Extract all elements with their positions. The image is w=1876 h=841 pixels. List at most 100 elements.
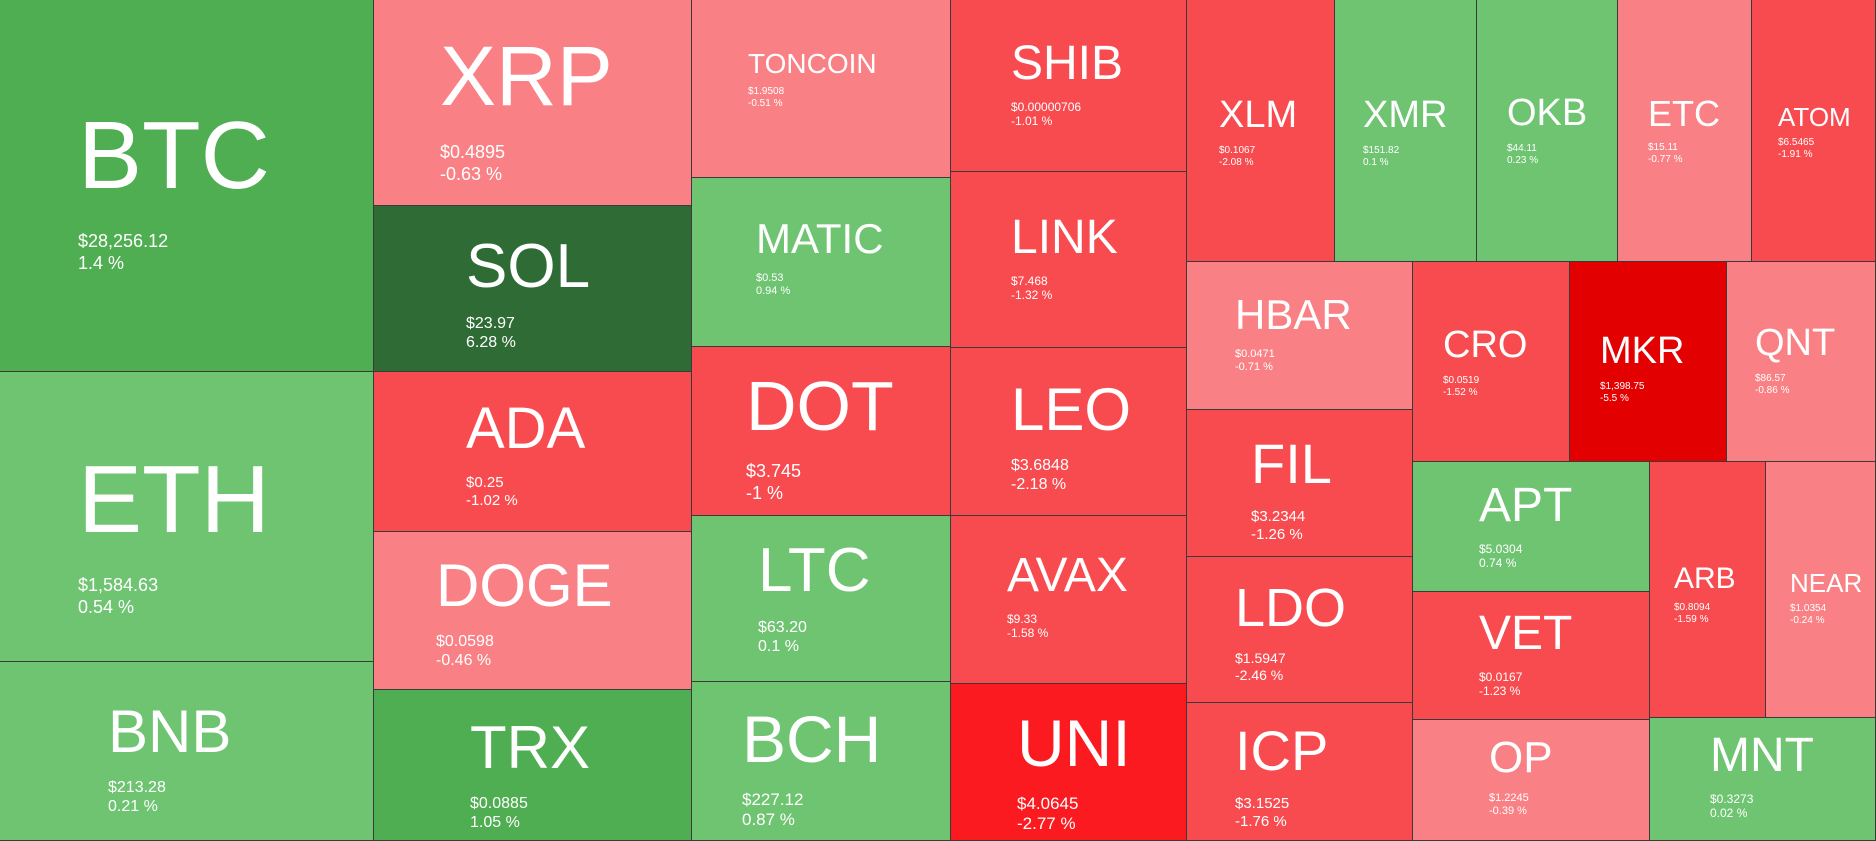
symbol-label-trx: TRX — [470, 714, 590, 781]
tile-link[interactable]: LINK $7.468 -1.32 % — [951, 172, 1187, 348]
tile-toncoin[interactable]: TONCOIN $1.9508 -0.51 % — [692, 0, 951, 178]
price-label-okb: $44.11 — [1507, 143, 1537, 154]
change-label-mnt: 0.02 % — [1710, 806, 1748, 820]
change-label-sol: 6.28 % — [466, 334, 516, 351]
price-label-ada: $0.25 — [466, 474, 504, 491]
price-label-sol: $23.97 — [466, 315, 515, 332]
price-label-fil: $3.2344 — [1251, 508, 1306, 525]
symbol-label-apt: APT — [1479, 479, 1573, 532]
price-label-doge: $0.0598 — [436, 633, 494, 650]
change-label-eth: 0.54 % — [78, 597, 135, 617]
symbol-label-link: LINK — [1011, 211, 1118, 264]
tile-okb[interactable]: OKB $44.11 0.23 % — [1477, 0, 1618, 262]
tile-bnb[interactable]: BNB $213.28 0.21 % — [0, 662, 374, 841]
price-label-bch: $227.12 — [742, 790, 804, 809]
tile-mnt[interactable]: MNT $0.3273 0.02 % — [1650, 718, 1876, 841]
price-label-link: $7.468 — [1011, 274, 1048, 288]
price-label-atom: $6.5465 — [1778, 137, 1815, 148]
tile-atom[interactable]: ATOM $6.5465 -1.91 % — [1752, 0, 1876, 262]
price-label-ltc: $63.20 — [758, 619, 807, 636]
change-label-leo: -2.18 % — [1011, 476, 1067, 493]
tile-arb[interactable]: ARB $0.8094 -1.59 % — [1650, 462, 1766, 718]
tile-etc[interactable]: ETC $15.11 -0.77 % — [1618, 0, 1752, 262]
symbol-label-eth: ETH — [78, 446, 270, 553]
change-label-xmr: 0.1 % — [1363, 157, 1389, 168]
symbol-label-mnt: MNT — [1710, 729, 1814, 782]
tile-xrp[interactable]: XRP $0.4895 -0.63 % — [374, 0, 692, 206]
change-label-icp: -1.76 % — [1235, 813, 1287, 830]
change-label-bnb: 0.21 % — [108, 798, 158, 815]
tile-icp[interactable]: ICP $3.1525 -1.76 % — [1187, 703, 1413, 841]
tile-trx[interactable]: TRX $0.0885 1.05 % — [374, 690, 692, 841]
tile-xlm[interactable]: XLM $0.1067 -2.08 % — [1187, 0, 1335, 262]
change-label-toncoin: -0.51 % — [748, 98, 783, 109]
price-label-bnb: $213.28 — [108, 779, 166, 796]
change-label-trx: 1.05 % — [470, 814, 520, 831]
price-label-mkr: $1,398.75 — [1600, 381, 1645, 392]
change-label-cro: -1.52 % — [1443, 387, 1478, 398]
symbol-label-ltc: LTC — [758, 536, 871, 605]
change-label-bch: 0.87 % — [742, 810, 795, 829]
change-label-ada: -1.02 % — [466, 492, 518, 509]
change-label-vet: -1.23 % — [1479, 684, 1521, 698]
change-label-uni: -2.77 % — [1017, 814, 1076, 833]
tile-uni[interactable]: UNI $4.0645 -2.77 % — [951, 684, 1187, 841]
price-label-dot: $3.745 — [746, 461, 802, 481]
tile-avax[interactable]: AVAX $9.33 -1.58 % — [951, 516, 1187, 684]
price-label-mnt: $0.3273 — [1710, 792, 1754, 806]
change-label-doge: -0.46 % — [436, 652, 492, 669]
tile-cro[interactable]: CRO $0.0519 -1.52 % — [1413, 262, 1570, 462]
symbol-label-bnb: BNB — [108, 698, 232, 765]
tile-doge[interactable]: DOGE $0.0598 -0.46 % — [374, 532, 692, 690]
symbol-label-bch: BCH — [742, 702, 882, 776]
symbol-label-btc: BTC — [78, 102, 270, 209]
tile-leo[interactable]: LEO $3.6848 -2.18 % — [951, 348, 1187, 516]
tile-matic[interactable]: MATIC $0.53 0.94 % — [692, 178, 951, 347]
symbol-label-toncoin: TONCOIN — [748, 48, 877, 79]
symbol-label-avax: AVAX — [1007, 549, 1128, 602]
tile-ada[interactable]: ADA $0.25 -1.02 % — [374, 372, 692, 532]
tile-fil[interactable]: FIL $3.2344 -1.26 % — [1187, 410, 1413, 557]
change-label-xlm: -2.08 % — [1219, 157, 1254, 168]
change-label-etc: -0.77 % — [1648, 154, 1683, 165]
price-label-xmr: $151.82 — [1363, 145, 1400, 156]
tile-qnt[interactable]: QNT $86.57 -0.86 % — [1727, 262, 1876, 462]
change-label-btc: 1.4 % — [78, 253, 125, 273]
tile-ldo[interactable]: LDO $1.5947 -2.46 % — [1187, 557, 1413, 703]
symbol-label-cro: CRO — [1443, 324, 1528, 366]
change-label-xrp: -0.63 % — [440, 164, 503, 184]
tile-btc[interactable]: BTC $28,256.12 1.4 % — [0, 0, 374, 372]
symbol-label-dot: DOT — [746, 367, 894, 445]
symbol-label-fil: FIL — [1251, 432, 1332, 495]
tile-near[interactable]: NEAR $1.0354 -0.24 % — [1766, 462, 1876, 718]
price-label-vet: $0.0167 — [1479, 670, 1523, 684]
change-label-link: -1.32 % — [1011, 288, 1053, 302]
tile-op[interactable]: OP $1.2245 -0.39 % — [1413, 720, 1650, 841]
change-label-dot: -1 % — [746, 483, 784, 503]
tile-vet[interactable]: VET $0.0167 -1.23 % — [1413, 592, 1650, 720]
tile-dot[interactable]: DOT $3.745 -1 % — [692, 347, 951, 516]
symbol-label-sol: SOL — [466, 232, 591, 301]
tile-sol[interactable]: SOL $23.97 6.28 % — [374, 206, 692, 372]
symbol-label-ldo: LDO — [1235, 578, 1347, 638]
tile-shib[interactable]: SHIB $0.00000706 -1.01 % — [951, 0, 1187, 172]
tile-hbar[interactable]: HBAR $0.0471 -0.71 % — [1187, 262, 1413, 410]
symbol-label-hbar: HBAR — [1235, 291, 1352, 338]
tile-bch[interactable]: BCH $227.12 0.87 % — [692, 682, 951, 841]
tile-eth[interactable]: ETH $1,584.63 0.54 % — [0, 372, 374, 662]
tile-apt[interactable]: APT $5.0304 0.74 % — [1413, 462, 1650, 592]
price-label-cro: $0.0519 — [1443, 375, 1480, 386]
symbol-label-shib: SHIB — [1011, 37, 1124, 90]
price-label-shib: $0.00000706 — [1011, 100, 1082, 114]
tile-ltc[interactable]: LTC $63.20 0.1 % — [692, 516, 951, 682]
price-label-btc: $28,256.12 — [78, 231, 169, 251]
change-label-atom: -1.91 % — [1778, 149, 1813, 160]
tile-xmr[interactable]: XMR $151.82 0.1 % — [1335, 0, 1477, 262]
symbol-label-xmr: XMR — [1363, 94, 1448, 136]
price-label-etc: $15.11 — [1648, 142, 1678, 153]
price-label-hbar: $0.0471 — [1235, 348, 1275, 360]
tile-mkr[interactable]: MKR $1,398.75 -5.5 % — [1570, 262, 1727, 462]
price-label-avax: $9.33 — [1007, 612, 1038, 626]
price-label-xlm: $0.1067 — [1219, 145, 1256, 156]
